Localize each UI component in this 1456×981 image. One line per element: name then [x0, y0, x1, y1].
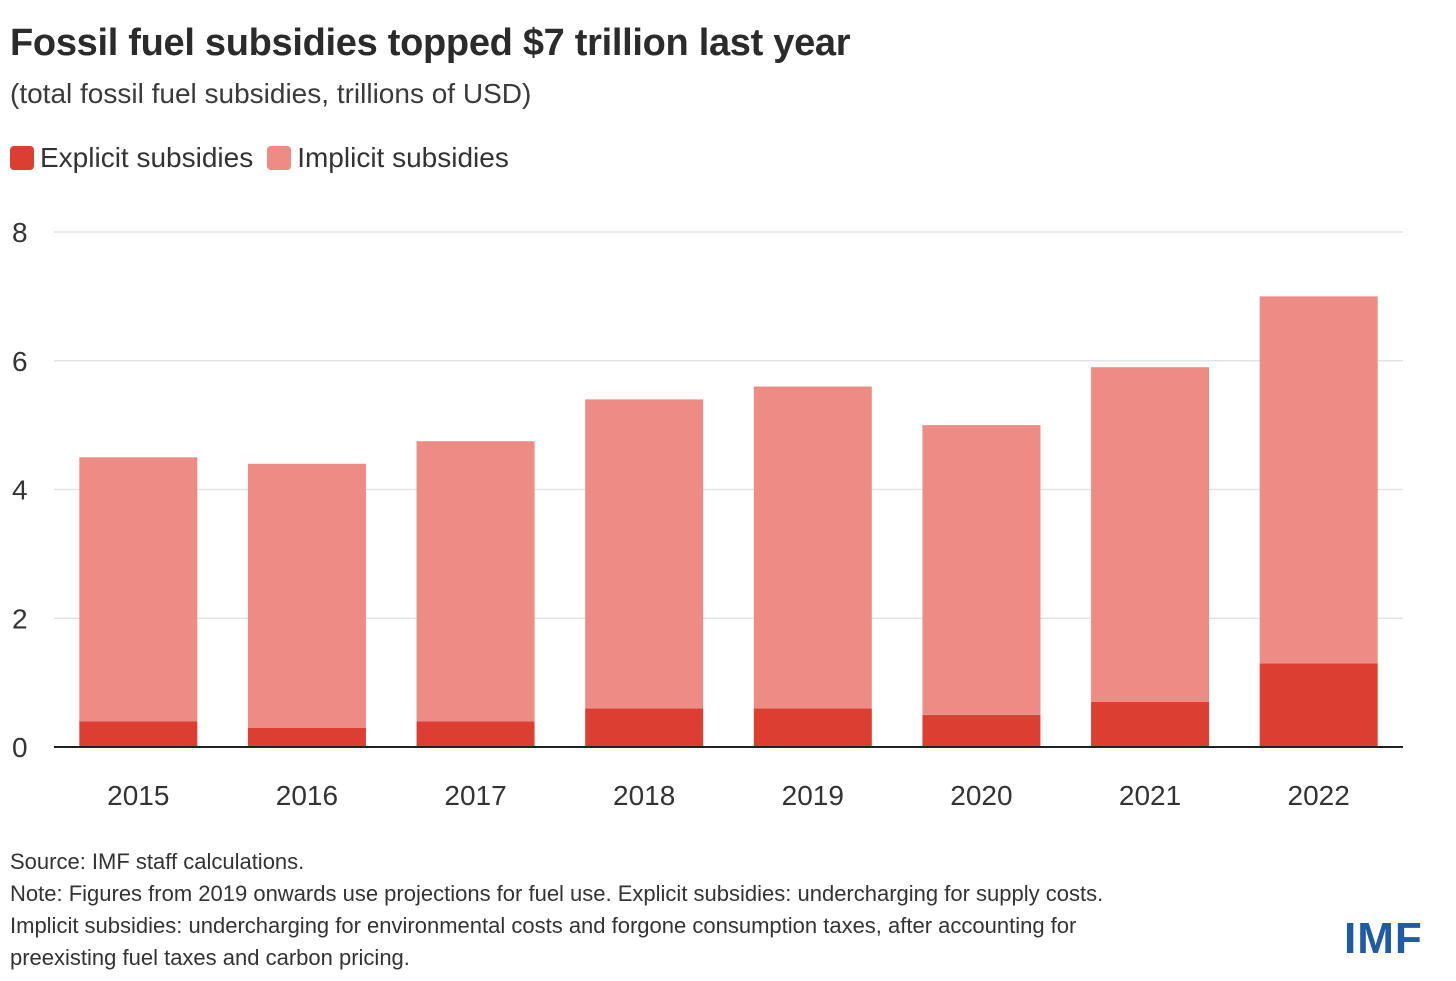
- y-tick-label: 2: [12, 603, 28, 634]
- bar-explicit: [585, 708, 704, 747]
- bar-implicit: [247, 463, 366, 728]
- note-line-3: preexisting fuel taxes and carbon pricin…: [10, 945, 410, 970]
- y-tick-label: 0: [12, 732, 28, 763]
- bar-implicit: [753, 386, 872, 709]
- bar-implicit: [585, 399, 704, 709]
- legend-swatch-implicit: [267, 146, 292, 170]
- y-tick-label: 6: [12, 346, 28, 377]
- note-line-1: Note: Figures from 2019 onwards use proj…: [10, 881, 1104, 906]
- legend-swatch-explicit: [10, 146, 34, 170]
- bar-chart: 0 2 4 6 8 2015 2016 2017 2018 2019 2020 2021 2022: [12, 217, 1403, 811]
- bar-implicit: [79, 457, 198, 722]
- note-line-2: Implicit subsidies: undercharging for en…: [10, 913, 1077, 938]
- x-tick-label: 2022: [1288, 780, 1350, 811]
- chart-subtitle: (total fossil fuel subsidies, trillions …: [10, 78, 532, 109]
- bar-explicit: [753, 708, 872, 747]
- x-tick-label: 2021: [1119, 780, 1181, 811]
- imf-logo: IMF: [1344, 914, 1423, 963]
- bar-explicit: [922, 714, 1041, 747]
- legend-label-explicit: Explicit subsidies: [40, 142, 254, 173]
- x-tick-label: 2019: [782, 780, 844, 811]
- bar-explicit: [247, 727, 366, 747]
- bar-explicit: [1091, 701, 1210, 747]
- x-tick-label: 2017: [444, 780, 506, 811]
- x-tick-label: 2015: [107, 780, 169, 811]
- y-tick-label: 4: [12, 475, 28, 506]
- y-tick-label: 8: [12, 217, 28, 248]
- x-tick-label: 2020: [950, 780, 1012, 811]
- bar-implicit: [1091, 367, 1210, 702]
- legend-label-implicit: Implicit subsidies: [297, 142, 509, 173]
- chart-title: Fossil fuel subsidies topped $7 trillion…: [10, 22, 851, 64]
- chart-notes: Source: IMF staff calculations. Note: Fi…: [10, 846, 1103, 974]
- x-tick-label: 2018: [613, 780, 675, 811]
- source-note: Source: IMF staff calculations.: [10, 849, 305, 874]
- bar-implicit: [416, 441, 535, 722]
- legend-item-implicit: Implicit subsidies: [267, 142, 509, 174]
- bar-explicit: [1259, 663, 1378, 747]
- legend: Explicit subsidies Implicit subsidies: [10, 142, 523, 174]
- bar-implicit: [922, 425, 1041, 715]
- legend-item-explicit: Explicit subsidies: [10, 142, 253, 174]
- bar-implicit: [1259, 296, 1378, 664]
- bar-explicit: [79, 721, 198, 747]
- bar-explicit: [416, 721, 535, 747]
- x-tick-label: 2016: [276, 780, 338, 811]
